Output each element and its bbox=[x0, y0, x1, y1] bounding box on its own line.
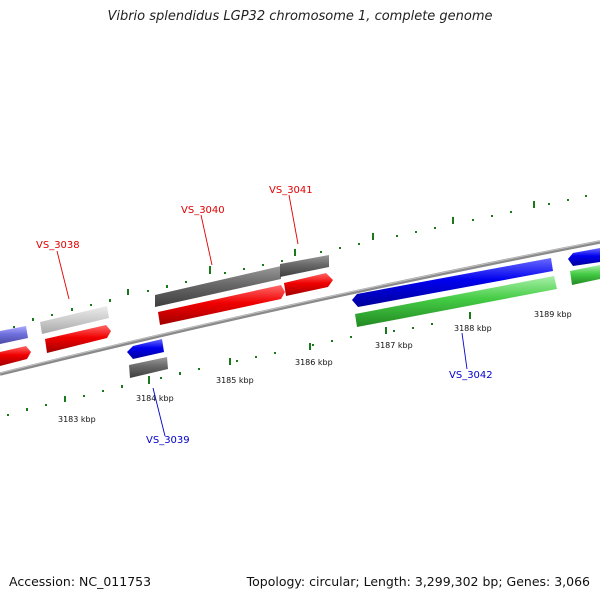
gene-vs-3038-arrow[interactable] bbox=[45, 325, 111, 353]
gene-label-vs-3038[interactable]: VS_3038 bbox=[36, 240, 80, 251]
gene-vs-3042-arrow[interactable] bbox=[352, 258, 553, 307]
gene-label-connector bbox=[200, 214, 213, 266]
kbp-label: 3189 kbp bbox=[534, 310, 572, 319]
feature-bar-light-gray[interactable] bbox=[40, 306, 109, 334]
gene-vs-3041-arrow[interactable] bbox=[284, 273, 333, 296]
inner-tick-row bbox=[7, 312, 471, 416]
outer-tick-row bbox=[13, 195, 587, 328]
feature-arrow-lavender[interactable] bbox=[0, 326, 28, 344]
kbp-label: 3185 kbp bbox=[216, 376, 254, 385]
genome-backbone bbox=[0, 240, 600, 376]
feature-bar-green-edge[interactable] bbox=[570, 265, 600, 285]
feature-arrow-blue-right[interactable] bbox=[568, 248, 600, 266]
feature-bar-gray-small[interactable] bbox=[129, 357, 168, 378]
gene-label-vs-3040[interactable]: VS_3040 bbox=[181, 205, 225, 216]
kbp-label: 3188 kbp bbox=[454, 324, 492, 333]
gene-label-connector bbox=[56, 250, 70, 300]
kbp-label: 3186 kbp bbox=[295, 358, 333, 367]
gene-label-connector bbox=[152, 387, 166, 437]
gene-label-vs-3041[interactable]: VS_3041 bbox=[269, 185, 313, 196]
kbp-label: 3184 kbp bbox=[136, 394, 174, 403]
gene-label-connector bbox=[461, 332, 468, 370]
accession-text: Accession: NC_011753 bbox=[9, 574, 152, 589]
gene-label-vs-3039[interactable]: VS_3039 bbox=[146, 435, 190, 446]
gene-label-connector bbox=[288, 194, 299, 245]
gene-vs-3040-arrow[interactable] bbox=[158, 285, 285, 325]
feature-bar-dark-gray-right[interactable] bbox=[280, 255, 329, 277]
topology-text: Topology: circular; Length: 3,299,302 bp… bbox=[246, 574, 590, 589]
feature-bar-dark-gray-wide[interactable] bbox=[155, 266, 281, 307]
map-title: Vibrio splendidus LGP32 chromosome 1, co… bbox=[107, 9, 493, 24]
feature-bar-green-long[interactable] bbox=[355, 276, 557, 327]
kbp-label: 3187 kbp bbox=[375, 341, 413, 350]
feature-arrow-red-left[interactable] bbox=[0, 346, 31, 366]
gene-label-vs-3042[interactable]: VS_3042 bbox=[449, 370, 493, 381]
kbp-label: 3183 kbp bbox=[58, 415, 96, 424]
gene-vs-3039-arrow[interactable] bbox=[127, 339, 164, 359]
